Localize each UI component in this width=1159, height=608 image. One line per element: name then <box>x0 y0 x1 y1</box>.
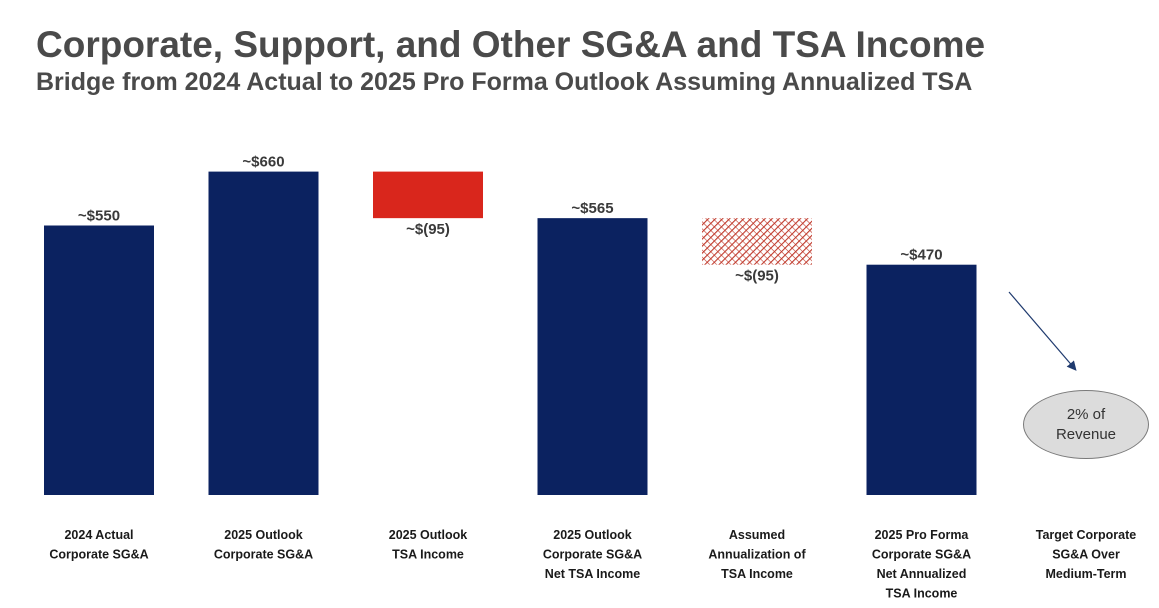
category-label-6: Target Corporate SG&A Over Medium-Term <box>1036 528 1137 581</box>
category-label-4: Assumed Annualization of TSA Income <box>708 528 806 581</box>
value-label-5: ~$470 <box>900 247 942 264</box>
bar-5 <box>866 264 977 495</box>
value-label-1: ~$660 <box>242 154 284 171</box>
category-label-1: 2025 Outlook Corporate SG&A <box>214 528 313 562</box>
bar-1 <box>208 171 319 495</box>
target-revenue-ellipse: 2% of Revenue <box>1023 390 1149 459</box>
value-label-0: ~$550 <box>78 208 120 225</box>
bars-layer <box>44 171 977 495</box>
value-label-2: ~$(95) <box>406 221 450 238</box>
bar-0 <box>44 225 154 495</box>
bar-3 <box>537 218 648 495</box>
category-label-2: 2025 Outlook TSA Income <box>389 528 468 562</box>
page-subtitle: Bridge from 2024 Actual to 2025 Pro Form… <box>36 68 973 96</box>
category-label-0: 2024 Actual Corporate SG&A <box>49 528 148 562</box>
target-revenue-text: 2% of Revenue <box>1055 405 1117 443</box>
trend-arrow <box>1008 291 1077 371</box>
category-label-3: 2025 Outlook Corporate SG&A Net TSA Income <box>543 528 642 581</box>
category-label-5: 2025 Pro Forma Corporate SG&A Net Annualiz… <box>872 528 971 601</box>
bar-4 <box>702 218 812 265</box>
category-labels-layer: 2024 Actual Corporate SG&A 2025 Outlook Cor… <box>49 528 1136 601</box>
value-label-3: ~$565 <box>571 200 613 217</box>
value-label-4: ~$(95) <box>735 268 779 285</box>
page-title: Corporate, Support, and Other SG&A and T… <box>36 24 986 65</box>
bar-2 <box>373 171 483 219</box>
value-labels-layer: ~$550 ~$660 ~$(95) ~$565 ~$(95) ~$470 <box>78 154 943 285</box>
